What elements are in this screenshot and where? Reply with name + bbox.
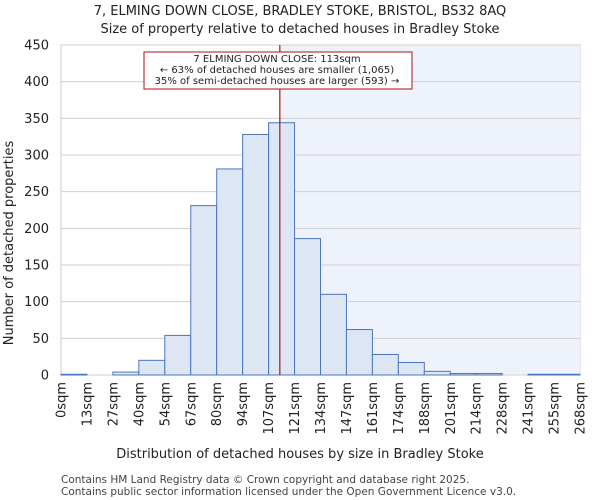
bar — [449, 373, 477, 376]
y-tick-label: 350 — [24, 112, 49, 127]
bar — [112, 371, 140, 376]
annotation-line-2: ← 63% of detached houses are smaller (1,… — [160, 65, 394, 76]
y-tick-label: 450 — [24, 39, 49, 54]
footer-line-2: Contains public sector information licen… — [61, 486, 516, 498]
x-tick-label: 268sqm — [574, 382, 589, 435]
y-tick-label: 400 — [24, 75, 49, 90]
x-tick-label: 201sqm — [444, 382, 459, 435]
x-tick-label: 0sqm — [55, 382, 70, 418]
y-tick-label: 50 — [32, 332, 49, 347]
bar — [371, 353, 399, 376]
chart-title: 7, ELMING DOWN CLOSE, BRADLEY STOKE, BRI… — [94, 4, 507, 19]
bar — [216, 168, 244, 376]
y-tick-label: 200 — [24, 222, 49, 237]
x-tick-label: 80sqm — [210, 382, 225, 426]
bar — [345, 329, 373, 376]
x-tick-label: 255sqm — [548, 382, 563, 435]
y-tick-label: 150 — [24, 259, 49, 274]
x-tick-label: 107sqm — [262, 382, 277, 435]
bar — [190, 205, 218, 376]
x-tick-label: 40sqm — [132, 382, 147, 426]
bar — [60, 373, 88, 376]
x-tick-label: 174sqm — [392, 382, 407, 435]
y-tick-label: 100 — [24, 295, 49, 310]
annotation-box — [143, 51, 413, 90]
x-tick-label: 54sqm — [158, 382, 173, 426]
bar — [138, 359, 166, 376]
x-tick-label: 188sqm — [418, 382, 433, 435]
x-tick-label: 161sqm — [366, 382, 381, 435]
x-axis-label: Distribution of detached houses by size … — [116, 447, 484, 462]
bar — [553, 373, 581, 376]
footer-line-1: Contains HM Land Registry data © Crown c… — [61, 474, 469, 486]
x-tick-label: 214sqm — [470, 382, 485, 435]
x-tick-label: 241sqm — [522, 382, 537, 435]
y-tick-label: 250 — [24, 185, 49, 200]
x-tick-label: 67sqm — [184, 382, 199, 426]
bars — [60, 122, 581, 376]
chart-subtitle: Size of property relative to detached ho… — [100, 22, 499, 37]
bar — [294, 238, 321, 376]
bar — [320, 293, 347, 376]
bar — [423, 370, 451, 376]
x-tick-label: 121sqm — [288, 382, 303, 435]
x-tick-label: 13sqm — [80, 382, 95, 426]
bar — [242, 133, 270, 376]
annotation-line-3: 35% of semi-detached houses are larger (… — [155, 76, 400, 87]
x-axis-ticks: 0sqm 13sqm 27sqm 40sqm 54sqm 67sqm 80sqm 94sqm 1… — [55, 382, 589, 435]
x-tick-label: 94sqm — [236, 382, 251, 426]
bar — [397, 362, 425, 376]
x-tick-label: 134sqm — [314, 382, 329, 435]
bar — [164, 334, 192, 376]
bar — [475, 373, 503, 376]
bar — [268, 122, 296, 376]
bar — [527, 373, 555, 376]
y-axis-ticks: 0 50 100 150 200 250 300 350 400 450 — [24, 39, 49, 384]
y-tick-label: 0 — [41, 369, 49, 384]
x-tick-label: 27sqm — [106, 382, 121, 426]
y-tick-label: 300 — [24, 149, 49, 164]
x-tick-label: 228sqm — [496, 382, 511, 435]
x-tick-label: 147sqm — [340, 382, 355, 435]
y-axis-label: Number of detached properties — [2, 141, 17, 346]
annotation-line-1: 7 ELMING DOWN CLOSE: 113sqm — [193, 54, 360, 65]
